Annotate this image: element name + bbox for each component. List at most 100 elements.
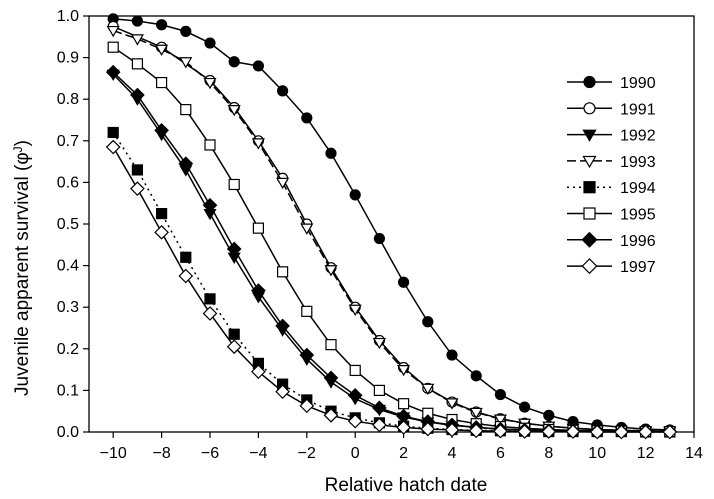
legend-marker (584, 208, 595, 219)
data-point (229, 179, 239, 189)
legend-item: 1993 (567, 154, 656, 171)
y-tick-label: 0.6 (57, 174, 79, 191)
data-point (253, 61, 263, 71)
data-point (350, 190, 360, 200)
data-point (253, 223, 263, 233)
x-tick-label: −6 (201, 445, 219, 462)
y-tick-label: 0.7 (57, 133, 79, 150)
legend-marker (583, 130, 595, 140)
data-point (350, 365, 360, 375)
x-tick-label: 4 (448, 445, 457, 462)
y-axis-label-close: ) (12, 140, 33, 146)
x-tick-label: 10 (588, 445, 606, 462)
y-tick-label: 0.9 (57, 50, 79, 67)
legend-marker (584, 103, 595, 114)
data-point (302, 306, 312, 316)
data-point (132, 165, 142, 175)
data-point (278, 86, 288, 96)
data-point (181, 105, 191, 115)
data-point (181, 26, 191, 36)
data-point (132, 35, 143, 45)
x-tick-label: 0 (351, 445, 360, 462)
series-line (113, 31, 670, 432)
plot-area: −10 −8 −6 −4 −2 0 2 4 6 8 10 12 14 0.0 0.1 0.2 0.3 0.4 0.5… (57, 8, 703, 462)
x-tick-label: −2 (298, 445, 316, 462)
legend-item: 1996 (567, 233, 656, 250)
x-tick-label: 8 (544, 445, 553, 462)
legend-label: 1991 (620, 101, 656, 118)
data-point (107, 141, 120, 154)
data-point (131, 182, 144, 195)
legend-label: 1993 (620, 154, 656, 171)
data-point (544, 410, 554, 420)
x-tick-label: 14 (685, 445, 703, 462)
legend-item: 1995 (567, 207, 656, 224)
legend-item: 1991 (567, 101, 656, 118)
data-point (155, 226, 168, 239)
y-tick-label: 0.3 (57, 299, 79, 316)
data-point (229, 57, 239, 67)
legend-marker (582, 259, 596, 273)
data-point (374, 385, 384, 395)
y-axis-label: Juvenile apparent survival (φJ) (11, 140, 33, 396)
data-point (423, 317, 433, 327)
data-point (108, 127, 118, 137)
data-point (373, 401, 386, 414)
x-tick-label: 12 (637, 445, 655, 462)
data-point (157, 209, 167, 219)
y-tick-label: 0.2 (57, 341, 79, 358)
data-point (108, 42, 118, 52)
data-point (471, 371, 481, 381)
data-point (278, 267, 288, 277)
data-point (374, 234, 384, 244)
legend-label: 1992 (620, 128, 656, 145)
y-tick-label: 1.0 (57, 8, 79, 25)
data-point (132, 16, 142, 26)
data-point (179, 270, 192, 283)
y-tick-label: 0.1 (57, 382, 79, 399)
data-point (229, 329, 239, 339)
legend-marker (582, 233, 596, 247)
legend-label: 1995 (620, 207, 656, 224)
series-1996 (107, 66, 677, 438)
x-axis-label: Relative hatch date (325, 475, 488, 496)
x-tick-label: 6 (496, 445, 505, 462)
data-point (155, 124, 168, 137)
series-line (113, 74, 670, 431)
data-point (205, 38, 215, 48)
legend-item: 1992 (567, 128, 656, 145)
plot-frame (89, 16, 694, 432)
data-point (157, 78, 167, 88)
legend-marker (583, 157, 595, 167)
data-point (326, 148, 336, 158)
y-tick-label: 0.8 (57, 91, 79, 108)
x-tick-label: 2 (399, 445, 408, 462)
series-1994 (108, 127, 675, 437)
legend-item: 1994 (567, 180, 656, 197)
data-point (447, 350, 457, 360)
series-line (113, 132, 670, 432)
data-point (181, 252, 191, 262)
series-1993 (108, 27, 676, 437)
legend-item: 1990 (567, 75, 656, 92)
series-1992 (108, 70, 676, 437)
legend-label: 1990 (620, 75, 656, 92)
y-tick-label: 0.4 (57, 258, 79, 275)
data-point (132, 59, 142, 69)
data-point (495, 390, 505, 400)
x-tick-label: −10 (100, 445, 127, 462)
data-point (326, 340, 336, 350)
legend: 1990 1991 1992 1993 1994 1995 1996 1997 (567, 75, 656, 276)
data-point (520, 402, 530, 412)
data-point (157, 20, 167, 30)
legend-label: 1996 (620, 233, 656, 250)
data-point (205, 294, 215, 304)
y-axis-label-main: Juvenile apparent survival (φ (12, 152, 33, 396)
legend-label: 1997 (620, 259, 656, 276)
legend-label: 1994 (620, 180, 656, 197)
x-tick-label: −8 (152, 445, 170, 462)
data-point (204, 307, 217, 320)
x-tick-label: −4 (249, 445, 267, 462)
data-point (399, 277, 409, 287)
